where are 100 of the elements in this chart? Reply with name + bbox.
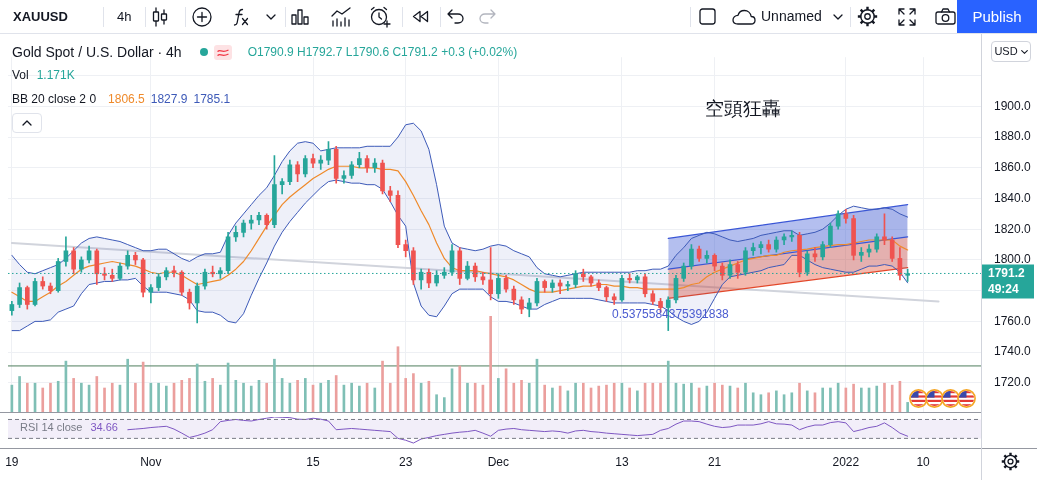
y-tick-label: 1740.0: [994, 344, 1032, 359]
y-tick-label: 1880.0: [994, 129, 1032, 144]
x-tick-label: 23: [399, 454, 413, 469]
bar: [751, 392, 755, 412]
bar: [821, 387, 825, 412]
bar: [334, 375, 338, 412]
bar: [242, 382, 245, 412]
button: Publish: [957, 0, 1037, 33]
annotation: 1806.5: [108, 92, 145, 107]
bar: [489, 316, 492, 412]
bar: [458, 365, 462, 412]
bar: [659, 382, 662, 412]
bar: [744, 382, 747, 412]
bar: [211, 378, 214, 412]
bar: [720, 384, 724, 412]
bar: [829, 387, 832, 412]
bar: [628, 387, 631, 412]
annotation: 1827.9: [150, 92, 188, 107]
candlestick: [789, 230, 795, 242]
annotation: 1.171K: [36, 68, 75, 83]
bar: [798, 382, 801, 412]
ref-line-label: 1791.2: [988, 265, 1026, 280]
y-tick-label: 1900.0: [994, 98, 1032, 113]
bar: [790, 392, 794, 412]
y-tick-label: 1820.0: [994, 221, 1032, 236]
bar: [381, 360, 384, 412]
bar: [636, 390, 639, 412]
bar: [18, 376, 21, 412]
bar: [56, 380, 60, 412]
bar: [875, 385, 879, 412]
bar: [134, 382, 137, 412]
annotation: 1785.1: [193, 92, 231, 107]
candlestick: [318, 155, 324, 170]
bar: [180, 379, 184, 412]
bar: [805, 390, 809, 412]
bar: [713, 382, 716, 412]
bar: [442, 397, 446, 412]
y-tick-label: 1720.0: [994, 375, 1032, 390]
bar: [651, 382, 655, 412]
text: XAUUSD: [13, 9, 68, 25]
bar: [551, 387, 554, 412]
bar: [164, 385, 168, 412]
y-tick-label: 1760.0: [994, 313, 1032, 328]
annotation: O1790.9 H1792.7 L1790.6 C1791.2 +0.3 (+0.02%): [247, 44, 518, 60]
bar: [358, 385, 361, 412]
text: Unnamed: [761, 8, 822, 25]
dropdown: USD: [991, 41, 1031, 62]
x-tick-label: 2022: [832, 454, 860, 469]
text: 4h: [117, 9, 132, 25]
x-tick-label: 15: [306, 454, 321, 469]
bar: [682, 383, 686, 412]
bar: [265, 382, 269, 412]
bar: [296, 379, 299, 412]
bar: [126, 358, 130, 412]
annotation: BB 20 close 2 0: [12, 92, 97, 107]
y-tick-label: 1840.0: [994, 190, 1032, 205]
bar: [350, 382, 353, 412]
bar: [319, 382, 323, 412]
bar: [605, 384, 608, 412]
bar: [497, 378, 500, 412]
bar: [581, 382, 585, 412]
annotation: Vol: [12, 68, 29, 83]
bar: [736, 387, 740, 412]
bar: [219, 384, 222, 412]
bar: [543, 384, 547, 412]
bar: [612, 382, 616, 412]
bar: [188, 378, 191, 412]
annotation: 34.66: [90, 420, 118, 434]
bar: [95, 376, 99, 412]
bar: [574, 382, 577, 412]
x-tick-label: 19: [5, 454, 19, 469]
text: 49:24: [988, 281, 1020, 296]
bar: [25, 382, 29, 412]
bar: [404, 378, 408, 412]
bar: [690, 382, 693, 412]
bar: [767, 392, 770, 412]
bar: [906, 402, 909, 412]
bar: [859, 387, 863, 412]
annotation: 空頭狂轟: [705, 97, 781, 120]
candlestick: [812, 247, 818, 262]
bar: [520, 379, 523, 412]
x-tick-label: Nov: [140, 454, 162, 469]
bar: [327, 379, 330, 412]
bar: [273, 358, 276, 412]
candlestick: [858, 247, 864, 262]
y-tick-label: 1800.0: [994, 252, 1032, 267]
chart-title: Gold Spot / U.S. Dollar · 4h: [12, 44, 182, 60]
bar: [597, 385, 601, 412]
bar: [373, 387, 377, 412]
bar: [473, 382, 477, 412]
bar: [388, 382, 392, 412]
x-tick-label: 10: [916, 454, 931, 469]
bar: [249, 385, 253, 412]
bar: [303, 378, 307, 412]
bar: [466, 382, 469, 412]
bar: [666, 360, 670, 412]
bar: [775, 390, 778, 412]
bar: [527, 382, 531, 412]
bar: [195, 363, 199, 412]
bar: [435, 394, 438, 412]
